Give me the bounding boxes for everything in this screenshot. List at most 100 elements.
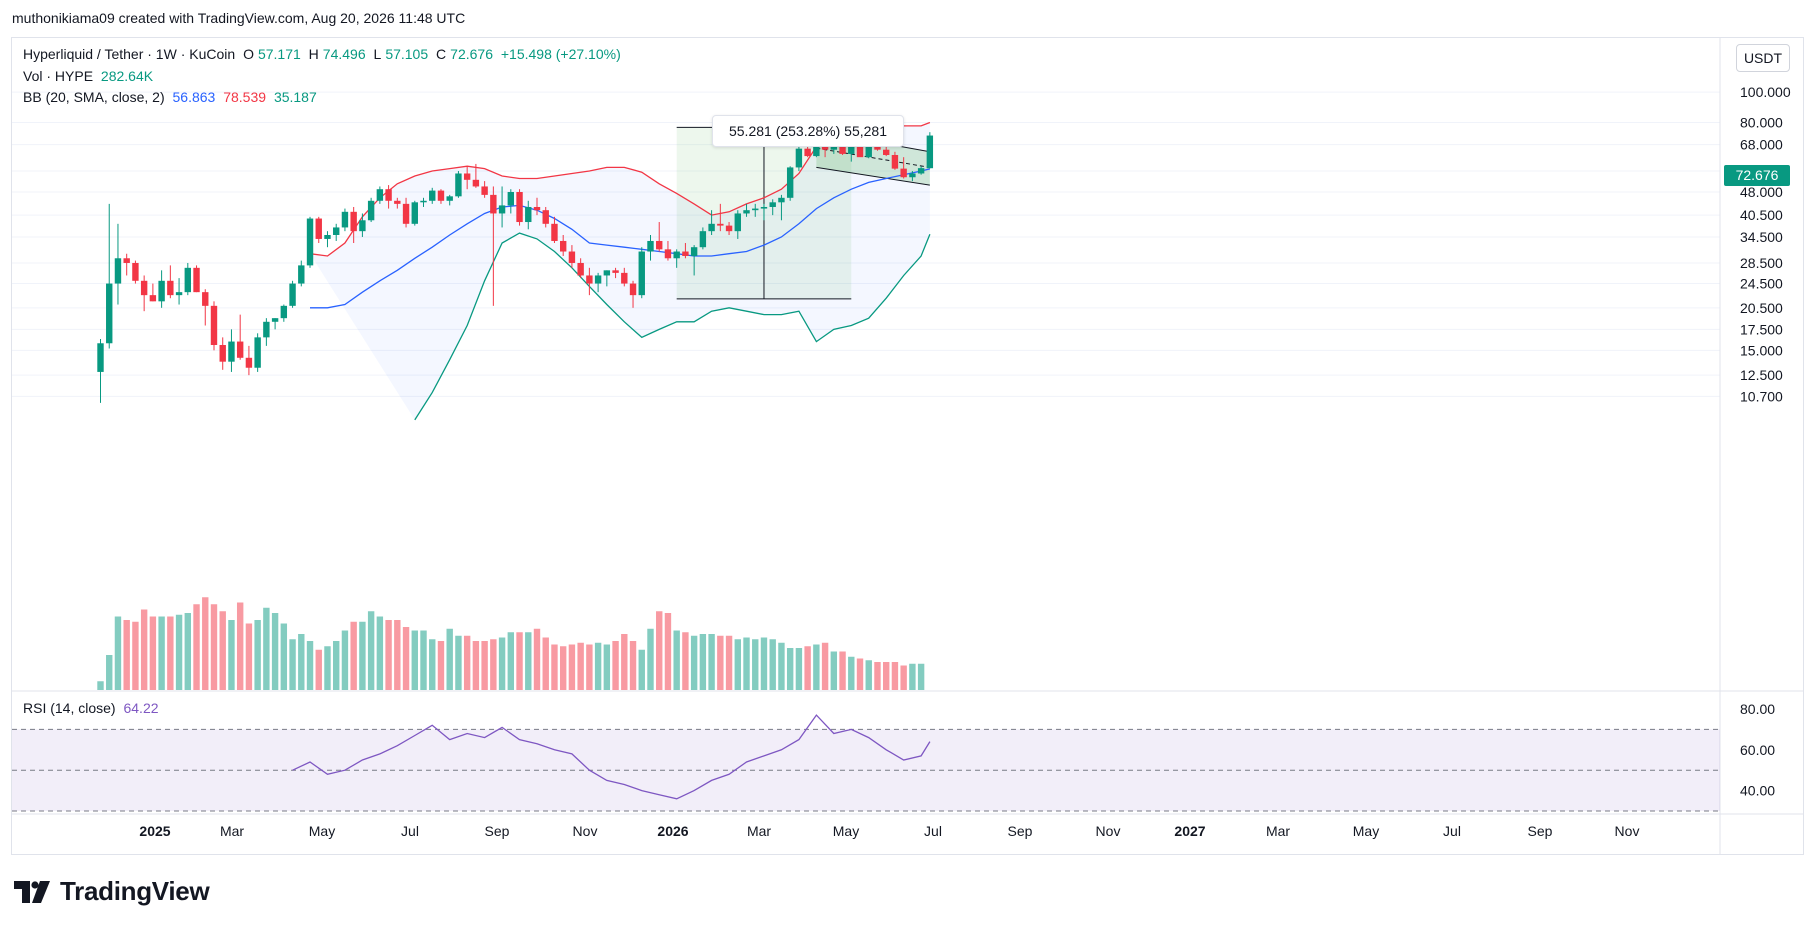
candle-body (909, 173, 916, 178)
time-tick-label: 2027 (1174, 823, 1205, 839)
rsi-legend[interactable]: RSI (14, close) 64.22 (23, 700, 163, 716)
volume-bar (210, 604, 218, 690)
bb-label: BB (20, SMA, close, 2) (23, 89, 165, 105)
volume-bar (673, 630, 680, 690)
volume-bar (690, 635, 698, 690)
price-tick-label: 34.500 (1740, 229, 1783, 245)
price-tick-label: 48.000 (1740, 184, 1783, 200)
price-tick-label: 68.000 (1740, 137, 1783, 153)
candle-body (123, 258, 130, 263)
candle-body (263, 321, 270, 338)
candle-body (184, 267, 191, 293)
volume-bar (856, 658, 864, 690)
volume-bar (106, 655, 113, 690)
close-value: 72.676 (450, 46, 493, 62)
volume-bar (621, 634, 628, 690)
currency-selector[interactable]: USDT (1736, 44, 1790, 72)
volume-bar (367, 611, 375, 690)
volume-bar (551, 644, 558, 690)
volume-bar (324, 646, 331, 690)
candle-body (690, 247, 698, 256)
time-tick-label: Mar (1266, 823, 1290, 839)
candle-body (455, 173, 462, 197)
volume-bar (769, 639, 776, 690)
volume-bar (874, 662, 881, 690)
candle-body (664, 249, 672, 259)
volume-bar (420, 630, 427, 690)
volume-bar (167, 616, 174, 690)
rsi-tick-label: 40.00 (1740, 783, 1775, 799)
close-label: C (436, 46, 447, 62)
volume-bar (542, 637, 549, 690)
time-tick-label: Nov (573, 823, 598, 839)
volume-bar (446, 628, 453, 690)
candle-body (559, 240, 567, 252)
tradingview-logo-icon (14, 880, 50, 903)
last-price-tag: 72.676 (1724, 165, 1790, 186)
bb-legend[interactable]: BB (20, SMA, close, 2) 56.863 78.539 35.… (23, 89, 321, 105)
volume-bar (455, 635, 462, 690)
candle-body (463, 173, 471, 180)
volume-bar (586, 644, 593, 690)
candle-body (533, 206, 541, 211)
candle-body (594, 275, 602, 284)
candle-body (149, 295, 157, 302)
candle-body (507, 192, 515, 206)
candle-body (350, 211, 357, 232)
candle-body (429, 190, 436, 201)
bb-lower-value: 35.187 (273, 89, 317, 105)
candle-body (219, 344, 226, 362)
candle-body (193, 267, 200, 293)
volume-bar (158, 616, 165, 690)
bb-upper-value: 78.539 (223, 89, 267, 105)
price-tick-label: 20.500 (1740, 300, 1783, 316)
candle-body (638, 251, 645, 296)
time-tick-label: Mar (220, 823, 244, 839)
candle-body (926, 135, 934, 169)
candle-body (411, 202, 418, 224)
volume-bar (804, 646, 811, 690)
symbol-legend[interactable]: Hyperliquid / Tether · 1W · KuCoin O 57.1… (23, 46, 625, 62)
volume-bar (350, 621, 357, 690)
candle-body (315, 218, 322, 239)
price-tick-label: 10.700 (1740, 388, 1783, 404)
volume-bar (193, 604, 200, 690)
volume-legend[interactable]: Vol · HYPE 282.64K (23, 68, 157, 84)
candle-body (656, 240, 663, 250)
candle-body (804, 148, 811, 157)
volume-bar (900, 665, 907, 690)
candle-body (917, 168, 925, 174)
candle-body (481, 186, 488, 195)
volume-bar (638, 649, 645, 690)
volume-bar (525, 632, 532, 690)
volume-bar (708, 634, 715, 690)
price-tick-label: 24.500 (1740, 276, 1783, 292)
volume-bar (752, 639, 759, 690)
volume-bar (472, 641, 480, 690)
candle-body (114, 258, 122, 284)
volume-bar (830, 651, 838, 690)
time-tick-label: Nov (1615, 823, 1640, 839)
candle-body (298, 265, 305, 284)
candle-body (341, 211, 349, 228)
tradingview-logo-text: TradingView (60, 876, 210, 906)
candle-body (647, 240, 654, 252)
tradingview-logo[interactable]: TradingView (14, 876, 210, 907)
candle-body (446, 196, 453, 201)
candle-body (516, 192, 523, 223)
volume-bar (883, 662, 890, 690)
volume-bar (175, 614, 183, 690)
candle-body (769, 202, 776, 207)
candle-body (699, 231, 707, 248)
attribution-line: muthonikiama09 created with TradingView.… (12, 10, 466, 26)
price-tick-label: 12.500 (1740, 367, 1783, 383)
bb-basis-line (310, 168, 931, 309)
volume-bar (245, 623, 253, 690)
price-tick-label: 15.000 (1740, 342, 1783, 358)
symbol-name[interactable]: Hyperliquid / Tether · 1W · KuCoin (23, 46, 236, 62)
candle-body (367, 200, 375, 221)
volume-bar (490, 639, 497, 690)
candle-body (490, 194, 497, 214)
volume-bar (114, 616, 122, 690)
